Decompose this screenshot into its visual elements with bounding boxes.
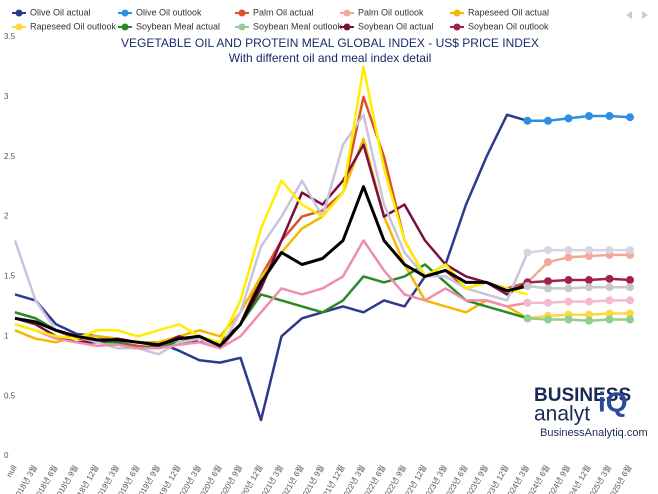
legend-swatch	[453, 9, 461, 17]
series-line	[13, 113, 529, 356]
legend-swatch	[15, 9, 23, 17]
series-line	[527, 284, 630, 290]
point-marker	[544, 116, 552, 125]
x-tick-label: null	[5, 463, 19, 478]
series-line	[14, 143, 529, 348]
point-marker	[626, 283, 634, 292]
y-tick-label: 0	[4, 451, 9, 460]
legend-prev[interactable]	[626, 11, 632, 19]
point-marker	[585, 283, 593, 292]
legend-swatch	[15, 23, 23, 31]
series-line	[527, 248, 630, 254]
series-line	[527, 317, 630, 322]
point-marker	[564, 114, 573, 123]
point-marker	[605, 246, 614, 255]
point-marker	[626, 276, 634, 285]
legend-swatch	[238, 23, 246, 31]
point-marker	[564, 284, 573, 293]
point-marker	[605, 274, 614, 283]
series-line	[14, 137, 529, 344]
point-marker	[523, 314, 532, 323]
y-tick-label: 1.5	[4, 272, 16, 281]
legend-label: Olive Oil outlook	[136, 7, 202, 17]
logo-text: analyt	[534, 403, 590, 426]
point-marker	[626, 315, 634, 324]
logo-mark: iQ	[598, 386, 628, 417]
point-marker	[626, 309, 634, 318]
point-marker	[585, 276, 593, 285]
series-line	[527, 312, 630, 320]
point-marker	[585, 246, 593, 255]
y-tick-label: 1	[4, 331, 9, 340]
y-tick-label: 2.5	[4, 152, 16, 161]
point-marker	[523, 116, 532, 125]
point-marker	[585, 112, 593, 121]
y-tick-label: 0.5	[4, 391, 16, 400]
watermark: BUSINESS analyt iQ BusinessAnalytiq.com	[534, 385, 648, 439]
point-marker	[605, 283, 614, 292]
point-marker	[564, 297, 573, 306]
point-marker	[626, 113, 634, 122]
legend-label: Soybean Meal outlook	[253, 21, 343, 31]
plot-area	[13, 65, 634, 422]
point-marker	[605, 315, 614, 324]
chart-subtitle: With different oil and meal index detail	[229, 51, 432, 65]
series-line	[14, 65, 528, 344]
series-line	[14, 185, 528, 348]
logo-url: BusinessAnalytiq.com	[540, 427, 648, 439]
point-marker	[544, 315, 552, 324]
point-marker	[564, 246, 573, 255]
legend-label: Soybean Meal actual	[136, 21, 220, 31]
y-tick-label: 3	[4, 92, 9, 101]
legend-swatch	[453, 23, 461, 31]
legend-label: Palm Oil outlook	[358, 7, 424, 17]
series-line	[527, 299, 630, 305]
legend-label: Rapeseed Oil outlook	[30, 21, 117, 31]
legend-swatch	[121, 23, 129, 31]
point-marker	[523, 298, 532, 307]
series-line	[527, 114, 631, 123]
legend-swatch	[343, 23, 351, 31]
point-marker	[626, 296, 634, 305]
logo-text: BUSINESS	[534, 385, 631, 406]
chart-title: VEGETABLE OIL AND PROTEIN MEAL GLOBAL IN…	[121, 36, 539, 50]
point-marker	[564, 315, 573, 324]
legend-swatch	[121, 9, 129, 17]
series-line	[527, 277, 631, 284]
point-marker	[585, 252, 593, 261]
point-marker	[544, 298, 552, 307]
legend-label: Olive Oil actual	[30, 7, 91, 17]
point-marker	[605, 296, 614, 305]
series-line	[14, 95, 528, 350]
point-marker	[564, 276, 573, 285]
point-marker	[605, 112, 614, 121]
point-marker	[626, 246, 634, 255]
point-marker	[564, 253, 573, 262]
point-marker	[585, 297, 593, 306]
y-tick-label: 3.5	[4, 32, 16, 41]
legend-swatch	[343, 9, 351, 17]
legend-swatch	[238, 9, 246, 17]
legend-next[interactable]	[642, 11, 648, 19]
point-marker	[544, 258, 552, 267]
point-marker	[585, 316, 593, 325]
legend-label: Soybean Oil actual	[358, 21, 434, 31]
legend-label: Rapeseed Oil actual	[468, 7, 549, 17]
y-tick-label: 2	[4, 212, 9, 221]
point-marker	[544, 277, 552, 286]
point-marker	[544, 284, 552, 293]
point-marker	[523, 248, 532, 257]
legend-label: Palm Oil actual	[253, 7, 314, 17]
point-marker	[585, 310, 593, 319]
point-marker	[605, 309, 614, 318]
point-marker	[523, 282, 532, 291]
point-marker	[544, 246, 552, 255]
legend-label: Soybean Oil outlook	[468, 21, 549, 31]
series-line	[14, 239, 528, 350]
